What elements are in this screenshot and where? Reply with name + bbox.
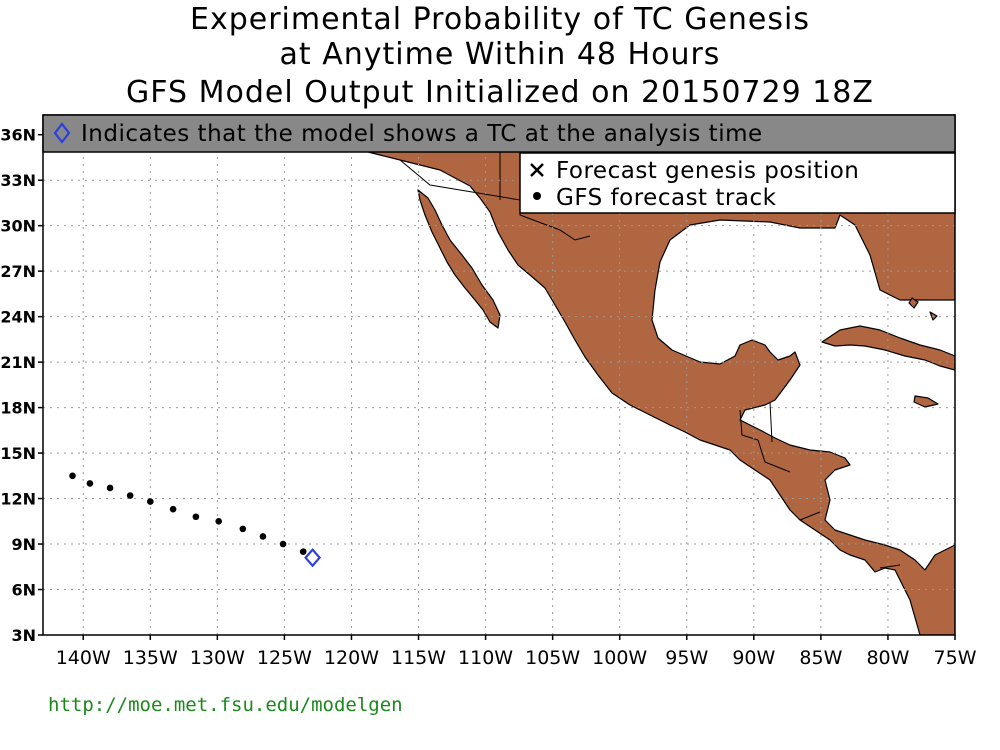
land-masses: [359, 149, 955, 635]
land-jamaica: [913, 395, 939, 408]
lon-tick-label: 95W: [665, 647, 708, 669]
lat-tick-label: 36N: [0, 126, 36, 145]
lat-tick-label: 6N: [11, 581, 36, 600]
legend: Forecast genesis position GFS forecast t…: [519, 152, 956, 214]
banner-text: Indicates that the model shows a TC at t…: [81, 121, 763, 147]
lat-tick-label: 15N: [0, 444, 36, 463]
track-point: [215, 517, 222, 525]
lon-tick-label: 110W: [458, 647, 513, 669]
lat-tick-label: 18N: [0, 399, 36, 418]
lon-tick-label: 120W: [324, 647, 379, 669]
analysis-diamond-marker: [304, 548, 322, 568]
lat-tick-label: 3N: [11, 626, 36, 645]
lon-tick-label: 80W: [866, 647, 909, 669]
banner-box: [42, 114, 956, 153]
track-point: [86, 480, 94, 487]
x-mark-icon: [530, 163, 544, 177]
legend-genesis-label: Forecast genesis position: [556, 158, 859, 184]
lat-tick-label: 21N: [0, 353, 36, 372]
lat-tick-label: 30N: [0, 217, 36, 236]
legend-box: [519, 152, 956, 214]
track-point: [169, 505, 177, 513]
title-line-1: Experimental Probability of TC Genesis: [190, 2, 810, 37]
country-borders: [399, 150, 901, 569]
land-bahamas-1: [908, 297, 919, 309]
axis-ticks: 36N 33N 30N 27N 24N 21N 18N 15N 12N 9N 6N 3N 140W 135…: [0, 126, 976, 669]
analysis-banner: Indicates that the model shows a TC at t…: [42, 114, 956, 153]
track-point: [106, 484, 114, 492]
lat-tick-label: 27N: [0, 262, 36, 281]
track-point: [239, 525, 247, 533]
diamond-icon: [53, 122, 71, 144]
lon-tick-label: 100W: [592, 647, 647, 669]
lon-tick-label: 115W: [391, 647, 446, 669]
lat-tick-label: 12N: [0, 490, 36, 509]
track-point: [299, 548, 307, 555]
land-bahamas-2: [929, 311, 938, 321]
land-north-america: [359, 149, 955, 635]
lon-tick-label: 105W: [525, 647, 580, 669]
footer-url[interactable]: http://moe.met.fsu.edu/modelgen: [48, 694, 403, 716]
dot-icon: [533, 192, 541, 200]
title-line-3: GFS Model Output Initialized on 20150729…: [126, 75, 874, 110]
lon-tick-label: 140W: [56, 647, 111, 669]
track-point: [146, 498, 154, 505]
lat-tick-label: 9N: [11, 535, 36, 554]
track-point: [69, 472, 76, 480]
land-baja-california: [417, 189, 501, 329]
lon-tick-label: 85W: [799, 647, 842, 669]
lon-tick-label: 130W: [190, 647, 245, 669]
lat-tick-label: 24N: [0, 308, 36, 327]
lat-tick-label: 33N: [0, 171, 36, 190]
legend-track-label: GFS forecast track: [556, 185, 777, 211]
lon-tick-label: 90W: [732, 647, 775, 669]
track-point: [259, 533, 267, 540]
forecast-track: [69, 472, 307, 555]
track-point: [279, 540, 287, 548]
lon-tick-label: 125W: [257, 647, 312, 669]
title-line-2: at Anytime Within 48 Hours: [279, 37, 721, 72]
lon-tick-label: 75W: [934, 647, 977, 669]
lon-tick-label: 135W: [123, 647, 178, 669]
land-cuba: [821, 325, 955, 371]
track-point: [192, 513, 200, 521]
track-point: [126, 492, 134, 499]
